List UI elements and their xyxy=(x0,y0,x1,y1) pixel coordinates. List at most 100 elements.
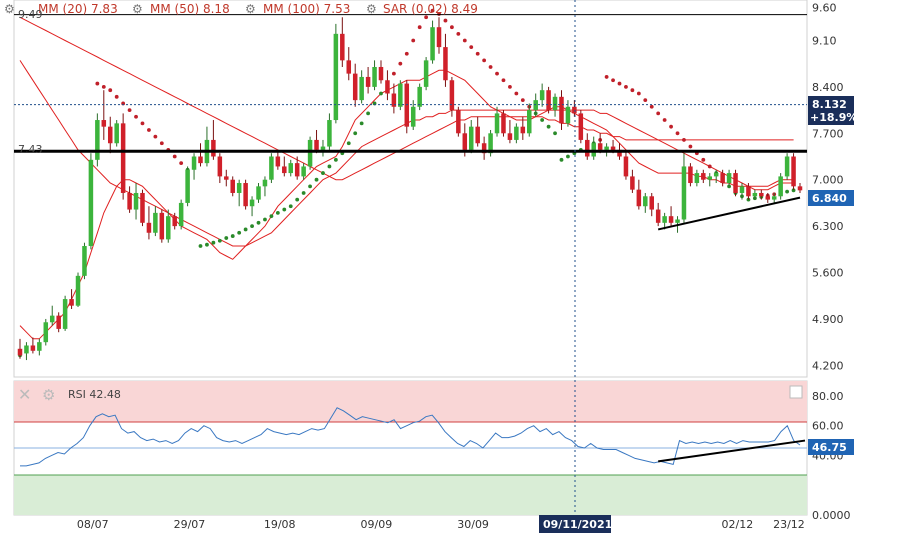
candle-down xyxy=(69,299,74,306)
sar-dot xyxy=(462,38,467,43)
candle-up xyxy=(88,159,94,247)
gear-icon[interactable]: ⚙ xyxy=(42,386,55,404)
candle-down xyxy=(391,93,397,107)
candle-up xyxy=(752,192,758,197)
sar-dot xyxy=(675,131,680,136)
candle-down xyxy=(720,173,725,184)
candle-up xyxy=(784,156,790,177)
gear-icon[interactable]: ⚙ xyxy=(366,2,377,16)
candle-up xyxy=(327,120,332,147)
sar-dot xyxy=(411,38,416,43)
candle-up xyxy=(417,86,422,107)
sar-dot xyxy=(301,191,306,195)
gear-icon[interactable]: ⚙ xyxy=(132,2,143,16)
candle-down xyxy=(385,80,390,94)
reference-change: +18.9% xyxy=(810,111,857,124)
price-pane xyxy=(13,0,808,378)
candle-down xyxy=(378,66,384,81)
sar-dot xyxy=(785,189,790,194)
candle-down xyxy=(475,126,480,144)
candle-up xyxy=(75,275,81,306)
gear-icon[interactable]: ⚙ xyxy=(4,2,15,16)
rsi-line-group xyxy=(20,407,806,467)
candle-down xyxy=(340,33,345,61)
candle-down xyxy=(636,189,642,207)
close-icon[interactable]: ✕ xyxy=(18,385,31,404)
rsi-maximize-icon[interactable] xyxy=(789,385,803,399)
candle-up xyxy=(95,120,100,160)
sar-dot xyxy=(495,71,499,76)
x-tick-label: 19/08 xyxy=(264,518,296,531)
rsi-label: RSI 42.48 xyxy=(68,388,121,401)
price-tick-label: 4.900 xyxy=(812,313,844,326)
sar-dot xyxy=(250,224,254,229)
candle-down xyxy=(649,196,654,210)
rsi-overbought-band xyxy=(14,381,807,422)
candle-down xyxy=(746,186,751,197)
candle-up xyxy=(62,299,68,329)
sar-dot xyxy=(508,84,512,89)
candle-up xyxy=(468,126,474,150)
candle-down xyxy=(107,126,113,144)
rsi-last-value: 46.75 xyxy=(812,441,847,454)
x-tick-label: 08/07 xyxy=(77,518,109,531)
candle-down xyxy=(668,216,674,223)
candle-up xyxy=(185,169,190,203)
rsi-tick-label: 0.0000 xyxy=(812,509,851,522)
candle-down xyxy=(610,146,616,150)
sar-dot xyxy=(791,188,796,193)
sar-dot xyxy=(172,154,177,159)
candle-up xyxy=(771,196,777,200)
candle-down xyxy=(217,156,223,177)
sar-dot xyxy=(630,88,635,93)
gear-icon[interactable]: ⚙ xyxy=(245,2,256,16)
crosshair-date-tag: 09/11/2021 xyxy=(539,515,612,533)
legend-mm50-label: MM (50) 8.18 xyxy=(150,2,230,16)
sar-dot xyxy=(321,171,325,175)
sar-dot xyxy=(179,161,184,166)
sar-dot xyxy=(366,111,370,116)
horizontal-levels xyxy=(14,14,807,231)
legend-mm20-label: MM (20) 7.83 xyxy=(38,2,118,16)
candle-down xyxy=(282,166,287,174)
sar-dot xyxy=(488,65,493,69)
sar-dot xyxy=(475,51,480,56)
sar-dot xyxy=(404,51,409,56)
candle-up xyxy=(333,33,339,121)
candle-up xyxy=(269,156,274,180)
legend-sar-label: SAR (0.02) 8.49 xyxy=(383,2,478,16)
candle-down xyxy=(481,143,487,154)
price-tick-label: 7.000 xyxy=(812,174,844,187)
candle-up xyxy=(166,216,171,240)
sar-dot xyxy=(430,8,435,13)
candle-down xyxy=(314,139,319,150)
sar-dot xyxy=(566,154,570,159)
candle-down xyxy=(120,123,126,193)
sar-dot xyxy=(140,121,145,126)
rsi-last-tag: 46.75 xyxy=(808,439,854,455)
rsi-tick-label: 80.00 xyxy=(812,390,844,403)
sar-dot xyxy=(656,111,661,116)
candle-up xyxy=(24,345,29,354)
candle-down xyxy=(365,76,371,87)
candle-down xyxy=(352,73,358,101)
sar-dot xyxy=(230,234,235,238)
sar-dot xyxy=(224,236,229,240)
sar-dot xyxy=(643,98,648,103)
candle-down xyxy=(655,209,661,223)
sar-dot xyxy=(95,81,100,86)
candle-up xyxy=(133,192,139,210)
candle-up xyxy=(249,199,255,207)
candle-down xyxy=(507,133,513,140)
sar-dot xyxy=(553,131,557,136)
rsi-tick-label: 60.00 xyxy=(812,420,844,433)
candle-down xyxy=(211,139,216,157)
sar-dot xyxy=(707,164,712,169)
sar-dot xyxy=(211,240,216,245)
candle-up xyxy=(552,96,558,111)
sar-dot xyxy=(540,118,545,122)
sar-dot xyxy=(469,45,474,49)
crosshair-date: 09/11/2021 xyxy=(543,518,612,531)
